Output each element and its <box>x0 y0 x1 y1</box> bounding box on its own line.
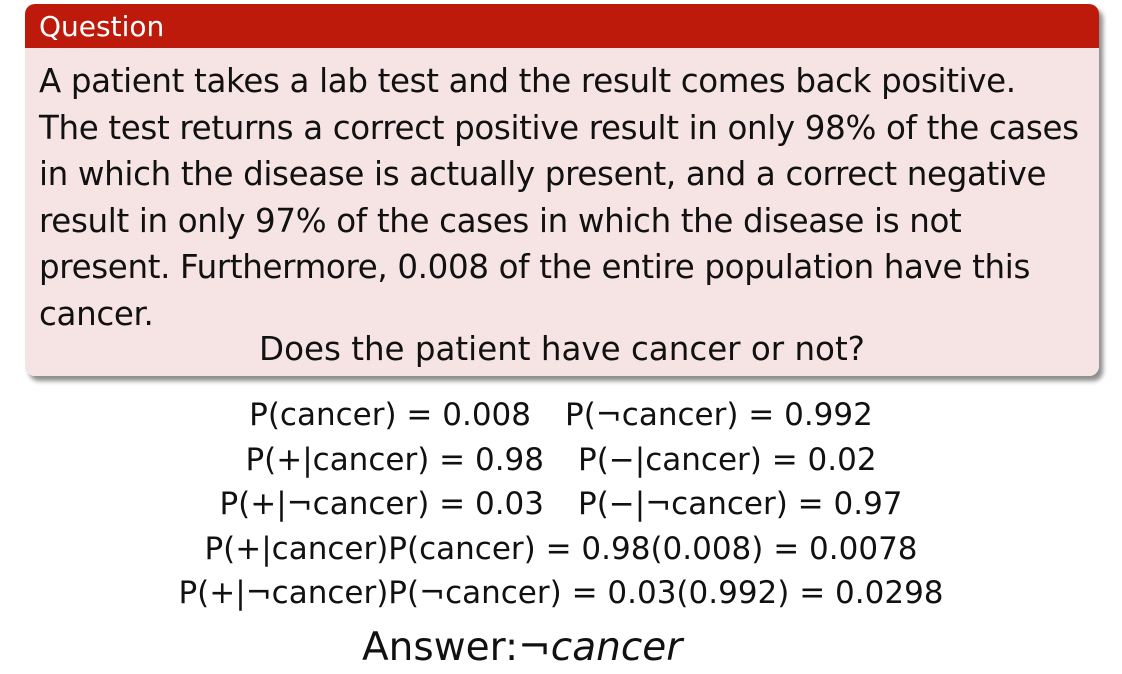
equation: P(¬cancer) = 0.992 <box>565 397 873 433</box>
equation-row: P(+|¬cancer) = 0.03 P(−|¬cancer) = 0.97 <box>0 482 1122 527</box>
question-block: Question A patient takes a lab test and … <box>25 4 1099 376</box>
equation-row: P(+|cancer) = 0.98 P(−|cancer) = 0.02 <box>0 438 1122 483</box>
equation-row: P(cancer) = 0.008 P(¬cancer) = 0.992 <box>0 393 1122 438</box>
equation: P(cancer) = 0.008 <box>249 397 532 433</box>
equation: P(+|cancer) = 0.98 <box>245 441 544 478</box>
answer-value: ¬cancer <box>518 625 683 670</box>
equations: P(cancer) = 0.008 P(¬cancer) = 0.992 P(+|… <box>0 393 1122 616</box>
equation-row: P(+|cancer)P(cancer) = 0.98(0.008) = 0.0… <box>0 527 1122 572</box>
equation: P(−|¬cancer) = 0.97 <box>578 486 903 522</box>
block-title: Question <box>25 4 1099 48</box>
equation: P(+|cancer)P(cancer) = 0.98(0.008) = 0.0… <box>204 530 918 567</box>
question-line: Does the patient have cancer or not? <box>259 330 865 368</box>
answer: Answer:¬cancer <box>362 624 682 672</box>
answer-label: Answer: <box>362 625 519 670</box>
equation: P(−|cancer) = 0.02 <box>578 441 877 478</box>
question-paragraph: A patient takes a lab test and the resul… <box>39 62 1079 333</box>
equation: P(+|¬cancer) = 0.03 <box>219 486 544 522</box>
equation-row: P(+|¬cancer)P(¬cancer) = 0.03(0.992) = 0… <box>0 571 1122 616</box>
block-body: A patient takes a lab test and the resul… <box>25 48 1099 376</box>
equation: P(+|¬cancer)P(¬cancer) = 0.03(0.992) = 0… <box>178 575 944 611</box>
